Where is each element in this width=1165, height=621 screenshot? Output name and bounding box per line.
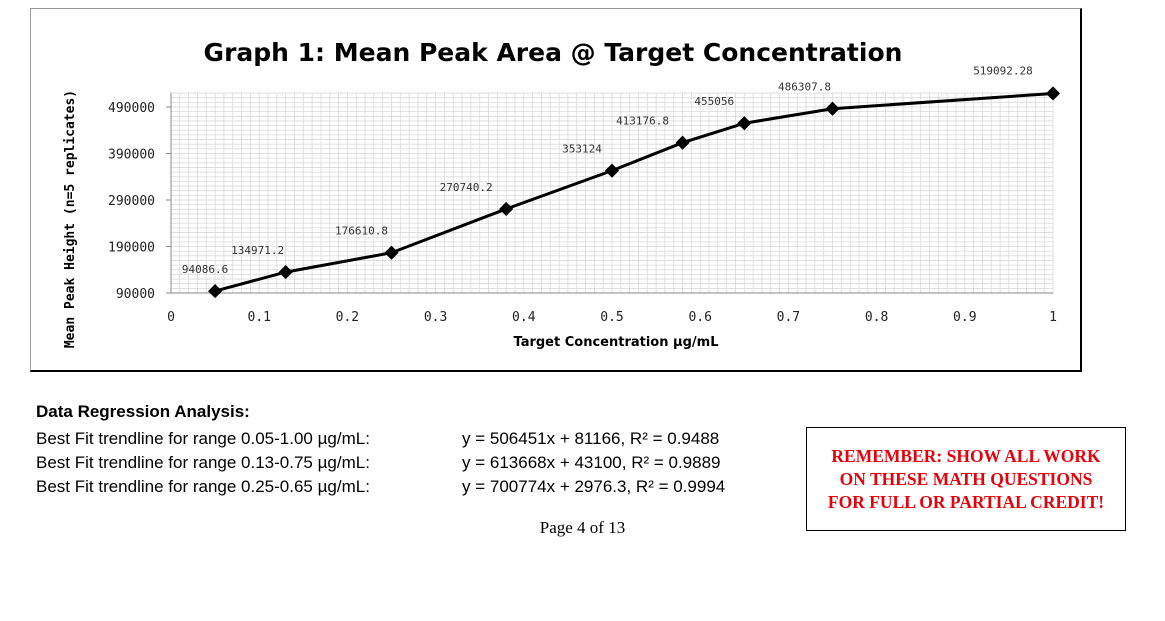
data-point-marker <box>737 116 752 131</box>
x-tick-label: 0.9 <box>953 310 976 325</box>
y-axis-title: Mean Peak Height (n=5 replicates) <box>63 90 78 348</box>
regression-equation-3: y = 700774x + 2976.3, R² = 0.9994 <box>462 477 726 496</box>
y-tick-label: 190000 <box>108 241 155 256</box>
data-label: 413176.8 <box>616 115 669 128</box>
x-tick-label: 0.4 <box>512 310 536 325</box>
data-label: 94086.6 <box>182 263 228 276</box>
data-label: 176610.8 <box>335 225 388 238</box>
data-label: 455056 <box>694 95 734 108</box>
y-tick-label: 90000 <box>116 287 155 302</box>
line-chart: Graph 1: Mean Peak Area @ Target Concent… <box>63 38 1061 350</box>
chart-frame: Graph 1: Mean Peak Area @ Target Concent… <box>30 8 1082 372</box>
page-number: Page 4 of 13 <box>539 518 626 537</box>
data-point-marker <box>604 163 620 178</box>
data-point-marker <box>208 284 223 299</box>
regression-range-3: Best Fit trendline for range 0.25-0.65 µ… <box>36 477 370 496</box>
data-point-marker <box>825 101 840 116</box>
y-tick-label: 290000 <box>108 194 155 209</box>
data-label: 134971.2 <box>231 244 284 257</box>
x-tick-label: 0.1 <box>247 310 270 325</box>
y-tick-label: 490000 <box>108 101 155 116</box>
x-tick-label: 0.5 <box>600 310 623 325</box>
x-tick-label: 0.2 <box>336 310 359 325</box>
regression-equation-1: y = 506451x + 81166, R² = 0.9488 <box>462 429 720 448</box>
data-point-marker <box>499 201 514 217</box>
data-label: 486307.8 <box>778 81 831 94</box>
x-tick-label: 0.8 <box>865 310 888 325</box>
data-point-marker <box>384 245 399 260</box>
x-tick-label: 0.6 <box>688 310 711 325</box>
regression-heading: Data Regression Analysis: <box>36 402 250 421</box>
data-label: 353124 <box>562 143 602 156</box>
data-label: 519092.28 <box>973 64 1033 77</box>
reminder-text: REMEMBER: SHOW ALL WORK ON THESE MATH QU… <box>827 445 1105 512</box>
x-tick-label: 1 <box>1049 310 1057 325</box>
x-tick-label: 0 <box>167 310 175 325</box>
data-label: 270740.2 <box>440 181 493 194</box>
x-tick-label: 0.7 <box>777 310 800 325</box>
regression-equation-2: y = 613668x + 43100, R² = 0.9889 <box>462 453 721 472</box>
x-axis-title: Target Concentration µg/mL <box>514 335 719 350</box>
data-point-marker <box>675 135 690 150</box>
x-tick-label: 0.3 <box>424 310 447 325</box>
y-tick-label: 390000 <box>108 148 155 163</box>
data-point-marker <box>1045 86 1061 101</box>
data-point-marker <box>278 265 293 280</box>
regression-range-1: Best Fit trendline for range 0.05-1.00 µ… <box>36 429 370 448</box>
chart-title: Graph 1: Mean Peak Area @ Target Concent… <box>204 38 903 67</box>
regression-range-2: Best Fit trendline for range 0.13-0.75 µ… <box>36 453 370 472</box>
reminder-box: REMEMBER: SHOW ALL WORK ON THESE MATH QU… <box>806 427 1126 531</box>
